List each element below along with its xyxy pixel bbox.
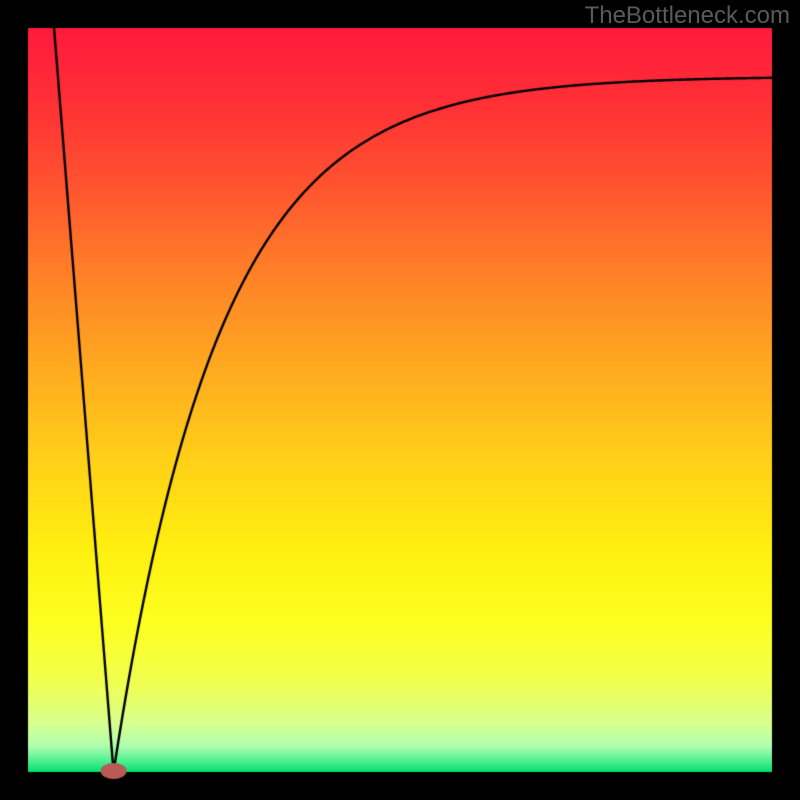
watermark-text: TheBottleneck.com <box>585 2 790 30</box>
bottleneck-chart <box>0 0 800 800</box>
